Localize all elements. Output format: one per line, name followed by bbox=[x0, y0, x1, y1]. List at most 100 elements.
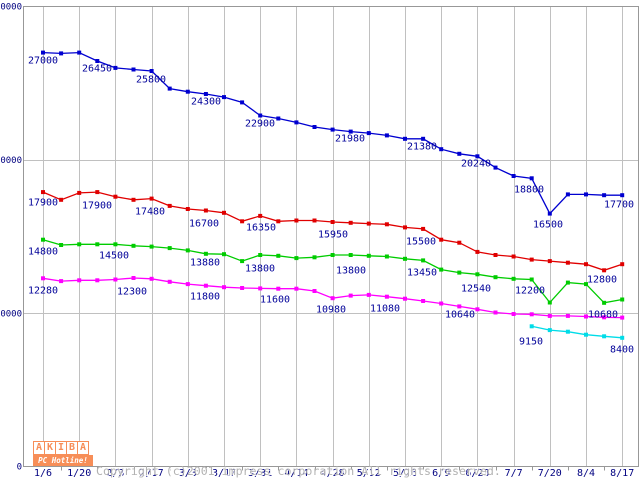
line-blue-value-label: 24300 bbox=[191, 97, 221, 108]
line-blue-marker bbox=[547, 211, 552, 216]
line-red-value-label: 16700 bbox=[189, 219, 219, 230]
line-magenta-marker bbox=[529, 312, 534, 317]
line-magenta-marker bbox=[620, 315, 625, 320]
x-axis-label-4/28: 4/28 bbox=[321, 468, 345, 479]
line-green-marker bbox=[167, 246, 172, 251]
line-green-marker bbox=[366, 253, 371, 258]
line-red-marker bbox=[348, 220, 353, 225]
copyright-line-1: Copyright (c)2001 impress corporation Al… bbox=[96, 464, 501, 478]
line-blue-marker bbox=[258, 113, 263, 118]
y-axis-label-30000: 30000 bbox=[0, 3, 22, 13]
line-blue-value-label: 27000 bbox=[28, 56, 58, 67]
x-axis-label-8/4: 8/4 bbox=[577, 468, 595, 479]
line-blue-marker bbox=[113, 65, 118, 70]
x-axis-label-2/17: 2/17 bbox=[140, 468, 164, 479]
line-green-marker bbox=[240, 259, 245, 264]
line-blue-marker bbox=[203, 92, 208, 96]
x-axis-label-3/31: 3/31 bbox=[248, 468, 272, 479]
line-red-marker bbox=[41, 190, 45, 195]
line-magenta-value-label: 11600 bbox=[260, 295, 290, 306]
line-blue-marker bbox=[294, 120, 299, 125]
x-axis-label-8/17: 8/17 bbox=[610, 468, 634, 479]
line-red-value-label: 15950 bbox=[318, 230, 348, 241]
line-red-marker bbox=[167, 203, 172, 208]
line-blue-marker bbox=[384, 133, 389, 138]
line-green-marker bbox=[620, 297, 625, 302]
line-red-marker bbox=[113, 194, 118, 199]
line-magenta-marker bbox=[222, 285, 226, 290]
x-axis-label-2/3: 2/3 bbox=[106, 468, 124, 479]
line-blue-marker bbox=[348, 129, 353, 134]
line-green-marker bbox=[203, 251, 208, 256]
line-red-marker bbox=[457, 240, 462, 245]
x-axis-label-1/6: 1/6 bbox=[34, 468, 52, 479]
line-magenta-marker bbox=[113, 277, 118, 282]
line-blue-marker bbox=[565, 192, 570, 197]
line-green-marker bbox=[529, 277, 534, 282]
line-red-marker bbox=[149, 196, 154, 201]
line-magenta-marker bbox=[493, 310, 498, 315]
line-green-marker bbox=[421, 258, 426, 263]
line-red-marker bbox=[403, 225, 407, 230]
line-magenta-value-label: 12280 bbox=[28, 286, 58, 297]
line-blue-marker bbox=[403, 136, 407, 141]
line-magenta-marker bbox=[240, 286, 245, 290]
line-green-marker bbox=[457, 270, 462, 275]
line-red-marker bbox=[602, 268, 607, 273]
line-magenta-marker bbox=[185, 282, 190, 287]
line-red-marker bbox=[312, 218, 317, 223]
x-axis-label-7/7: 7/7 bbox=[505, 468, 523, 479]
akiba-logo-letter: B bbox=[66, 441, 78, 455]
line-magenta-value-label: 10640 bbox=[445, 310, 475, 321]
line-blue-marker bbox=[602, 193, 607, 198]
line-magenta-marker bbox=[203, 283, 208, 288]
line-green-marker bbox=[439, 267, 444, 272]
line-red-marker bbox=[59, 197, 64, 202]
line-blue-marker bbox=[276, 116, 281, 121]
line-green-marker bbox=[41, 237, 45, 242]
line-green-value-label: 12540 bbox=[461, 284, 491, 295]
line-green-marker bbox=[475, 272, 480, 277]
line-green-marker bbox=[149, 244, 154, 249]
y-axis-label-10000: 10000 bbox=[0, 309, 22, 319]
line-red-marker bbox=[95, 190, 100, 195]
line-cyan-marker bbox=[547, 328, 552, 333]
line-red-marker bbox=[439, 237, 444, 242]
line-red-value-label: 15500 bbox=[406, 237, 436, 248]
line-green-value-label: 13450 bbox=[407, 268, 437, 279]
line-green-marker bbox=[602, 300, 607, 305]
line-red-marker bbox=[529, 257, 534, 262]
line-blue-marker bbox=[511, 174, 516, 178]
line-red-marker bbox=[258, 213, 263, 218]
x-axis-label-3/3: 3/3 bbox=[179, 468, 197, 479]
line-red-marker bbox=[131, 197, 136, 202]
line-magenta-marker bbox=[384, 294, 389, 299]
line-green-value-label: 10680 bbox=[588, 310, 618, 321]
line-green-marker bbox=[493, 275, 498, 280]
line-red-marker bbox=[366, 221, 371, 226]
line-blue-value-label: 20240 bbox=[461, 159, 491, 170]
line-red-marker bbox=[330, 220, 335, 224]
line-blue-marker bbox=[131, 67, 136, 72]
y-axis-label-20000: 20000 bbox=[0, 156, 22, 166]
line-magenta-marker bbox=[602, 315, 607, 320]
line-green-marker bbox=[258, 253, 263, 257]
line-green-value-label: 13800 bbox=[336, 266, 366, 277]
line-green-marker bbox=[330, 253, 335, 257]
line-blue-marker bbox=[620, 193, 625, 198]
copyright-text: Copyright (c)2001 impress corporation Al… bbox=[96, 443, 501, 480]
x-axis-label-5/26: 5/26 bbox=[393, 468, 417, 479]
line-green-marker bbox=[294, 256, 299, 261]
line-blue-marker bbox=[439, 147, 444, 152]
line-blue-marker bbox=[41, 50, 45, 55]
line-blue-marker bbox=[167, 86, 172, 91]
line-red-value-label: 16350 bbox=[246, 223, 276, 234]
line-magenta-marker bbox=[131, 276, 136, 280]
line-green-marker bbox=[185, 248, 190, 253]
line-red-marker bbox=[384, 222, 389, 227]
line-blue-marker bbox=[77, 50, 82, 55]
akiba-logo-subtitle: PC Hotline! bbox=[33, 455, 93, 466]
line-red-value-label: 17900 bbox=[28, 198, 58, 209]
x-axis-label-1/20: 1/20 bbox=[67, 468, 91, 479]
